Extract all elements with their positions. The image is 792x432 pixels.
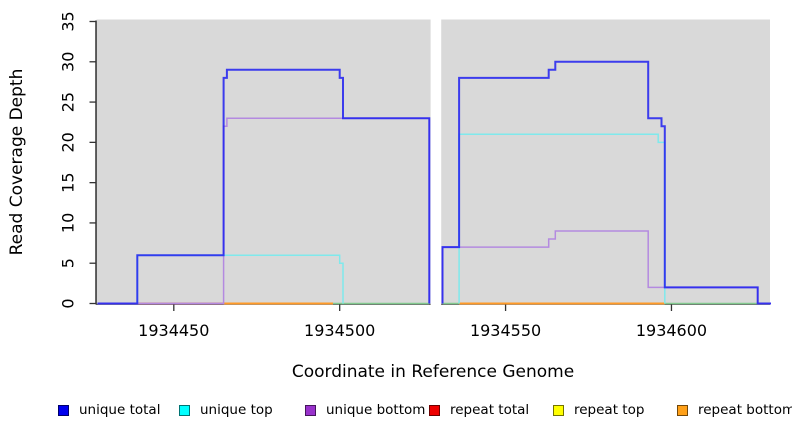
series-unique-total-line: [97, 68, 431, 305]
legend-swatch-repeat-bottom: [677, 404, 688, 416]
legend-label: repeat top: [574, 402, 645, 418]
x-tick-label: 1934450: [138, 321, 209, 340]
y-tick-label: 35: [59, 11, 78, 31]
legend-label: repeat total: [450, 402, 530, 418]
series-unique-total-line: [441, 60, 771, 305]
legend-item-unique-bottom: unique bottom: [305, 402, 425, 418]
y-tick-label: 20: [59, 132, 78, 152]
legend-label: unique bottom: [326, 402, 426, 418]
legend-swatch-unique-total: [58, 404, 69, 416]
no-data-gap-band: [430, 19, 442, 307]
x-axis-title: Coordinate in Reference Genome: [292, 362, 574, 382]
y-tick-label: 5: [59, 258, 78, 268]
legend-label: repeat bottom: [698, 402, 792, 418]
x-tick-label: 1934500: [304, 321, 375, 340]
legend: unique total unique top unique bottom repea…: [0, 402, 792, 424]
y-tick-label: 30: [59, 52, 78, 72]
legend-item-unique-top: unique top: [179, 402, 273, 418]
legend-swatch-repeat-top: [553, 404, 564, 416]
legend-swatch-unique-top: [179, 404, 190, 416]
y-axis-title: Read Coverage Depth: [7, 69, 27, 256]
y-tick-label: 10: [59, 213, 78, 233]
legend-item-repeat-bottom: repeat bottom: [677, 402, 792, 418]
legend-label: unique top: [200, 402, 273, 418]
plot-layers: 1934450 1934500 1934550 1934600 0 5 10 15 20 25 30…: [59, 11, 771, 340]
legend-item-unique-total: unique total: [58, 402, 160, 418]
y-tick-label: 0: [59, 298, 78, 308]
x-tick-label: 1934550: [470, 321, 541, 340]
legend-item-repeat-top: repeat top: [553, 402, 644, 418]
y-tick-label: 15: [59, 172, 78, 192]
y-tick-label: 25: [59, 92, 78, 112]
legend-item-repeat-total: repeat total: [429, 402, 529, 418]
legend-swatch-unique-bottom: [305, 404, 316, 416]
x-tick-label: 1934600: [636, 321, 707, 340]
legend-label: unique total: [79, 402, 161, 418]
legend-swatch-repeat-total: [429, 404, 440, 416]
